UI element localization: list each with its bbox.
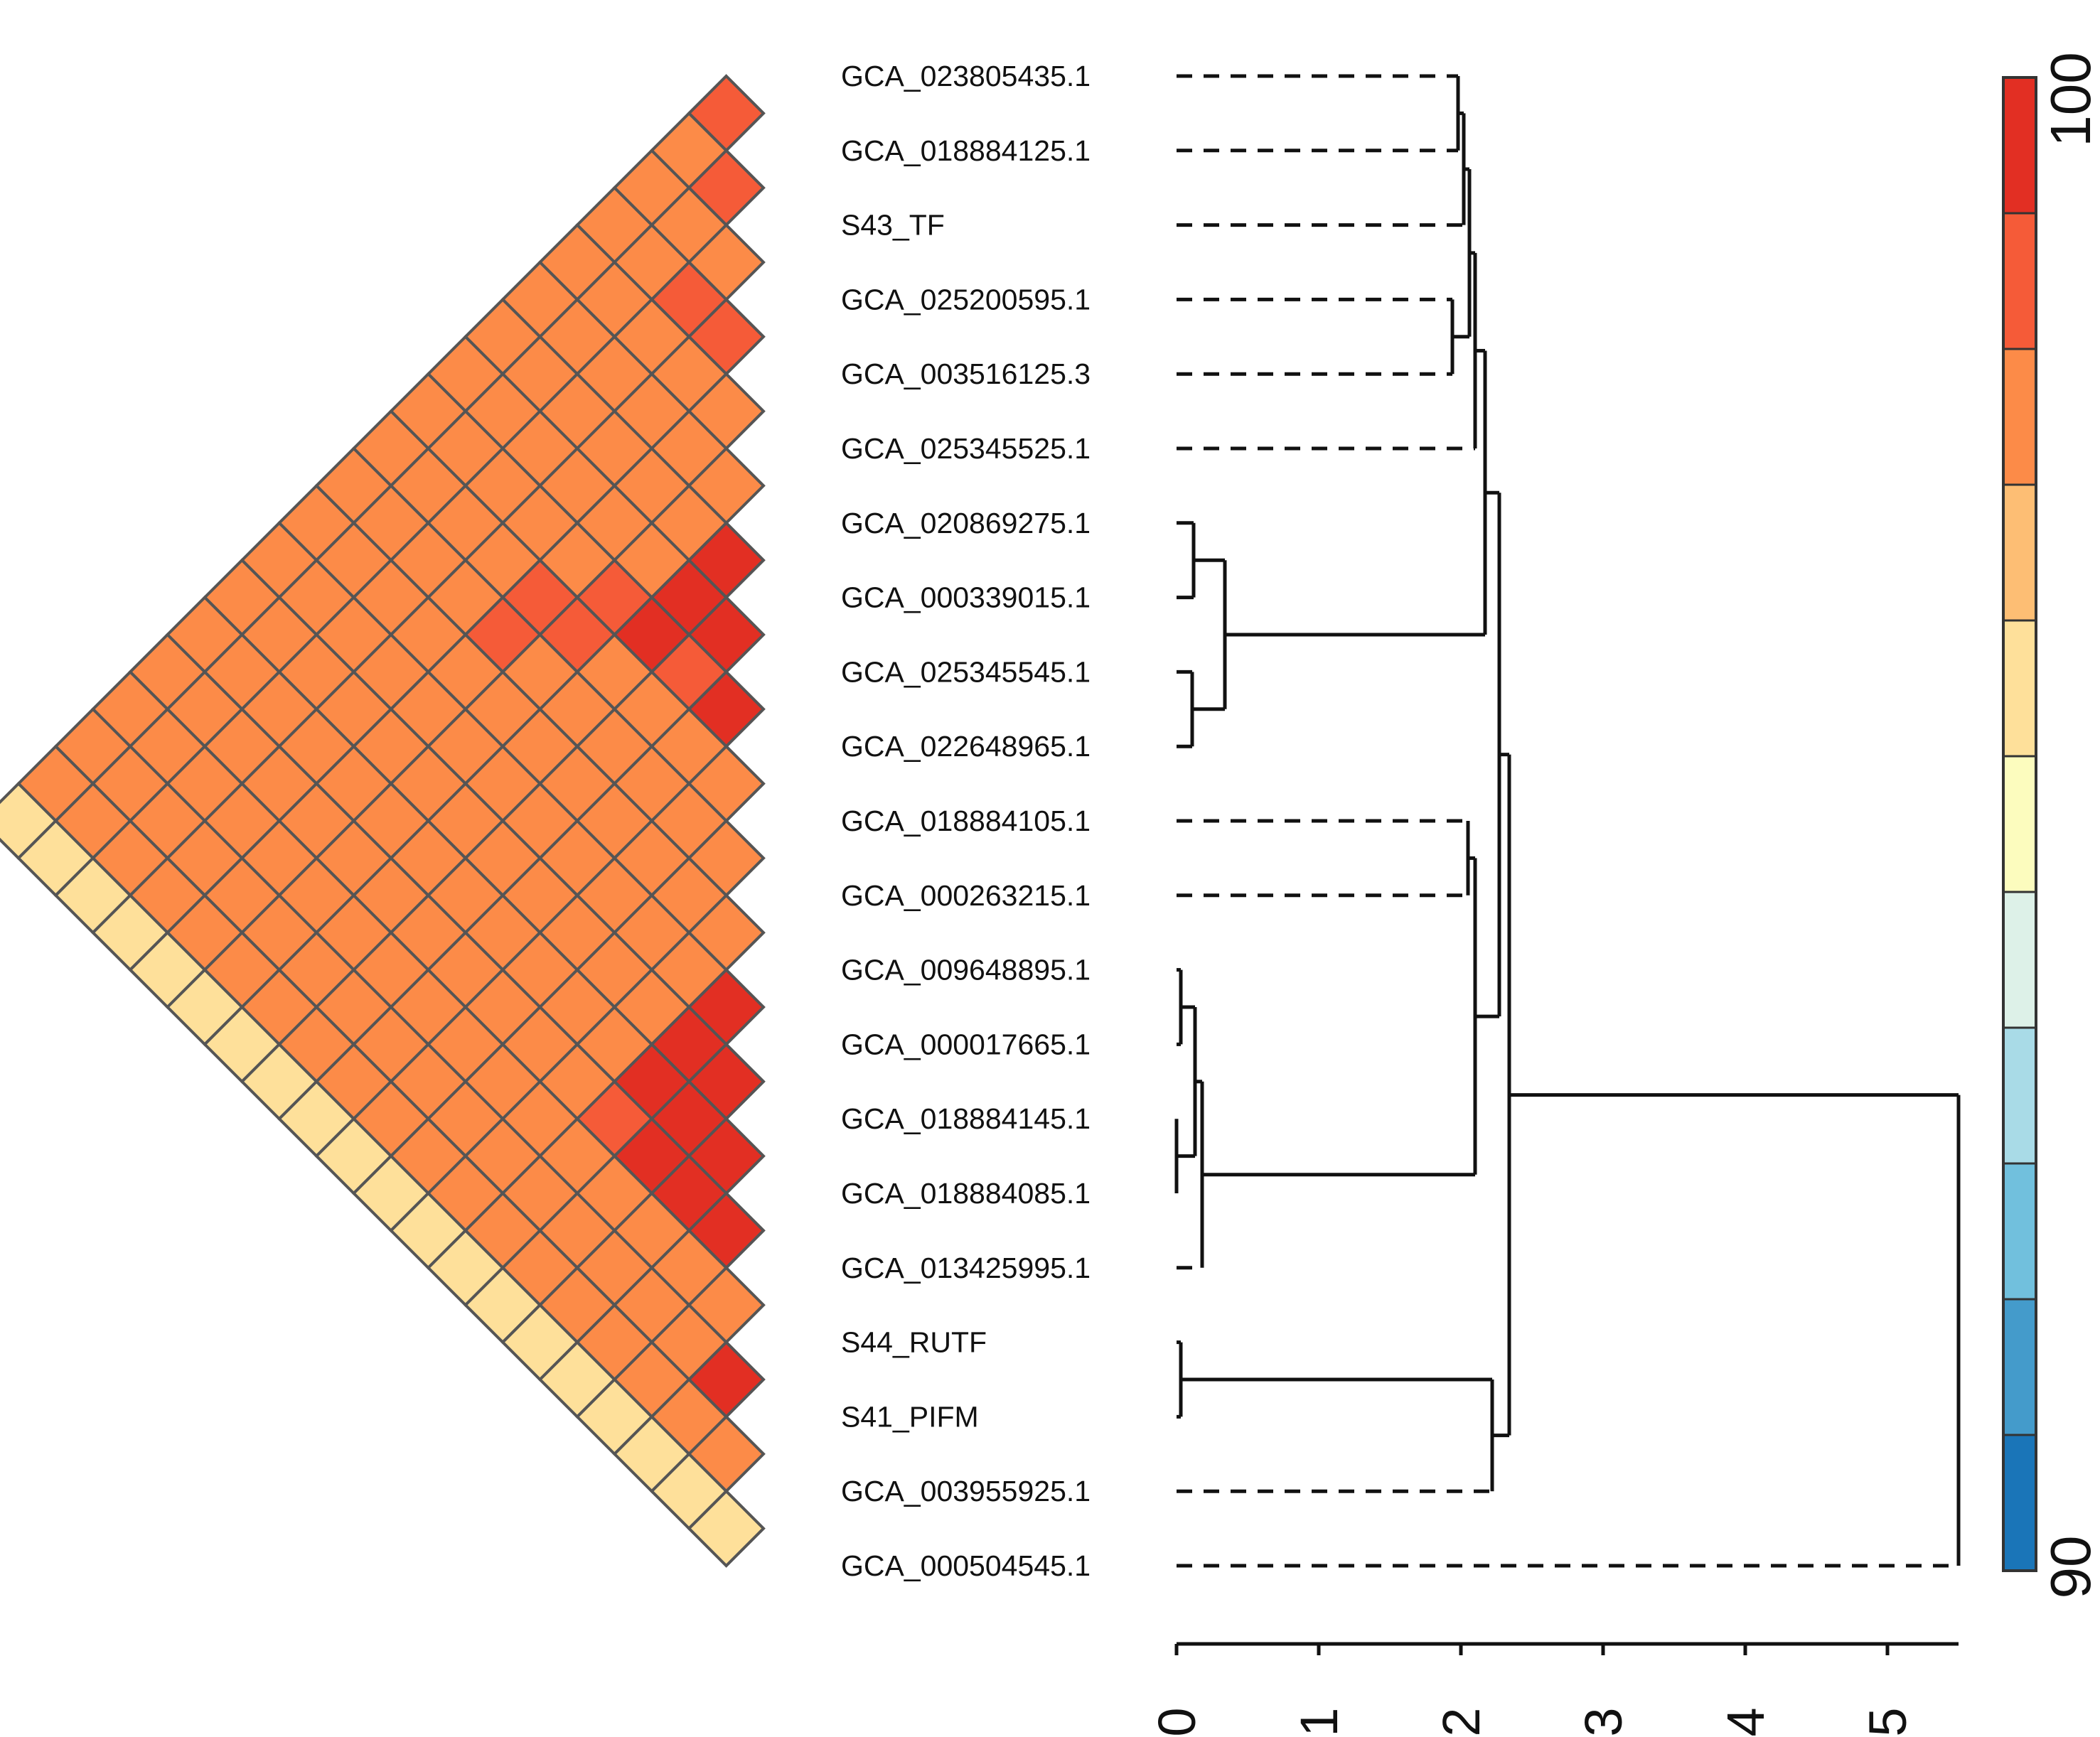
- genome-label: GCA_018884145.1: [841, 1102, 1091, 1135]
- genome-label: GCA_020869275.1: [841, 507, 1091, 539]
- colorbar-segment: [2002, 1026, 2037, 1165]
- colorbar-segment: [2002, 1162, 2037, 1301]
- heatmap: [0, 74, 766, 1568]
- colorbar-max-label: 100: [2039, 52, 2100, 146]
- genome-label: GCA_000263215.1: [841, 879, 1091, 912]
- genome-labels: GCA_023805435.1 GCA_018884125.1 S43_TF GCA_…: [841, 60, 1091, 1582]
- genome-label: GCA_000339015.1: [841, 581, 1091, 614]
- genome-label: GCA_025345545.1: [841, 655, 1091, 688]
- colorbar-min-label: 90: [2039, 1536, 2100, 1599]
- genome-label: GCA_018884085.1: [841, 1177, 1091, 1210]
- genome-label: GCA_003955925.1: [841, 1475, 1091, 1507]
- x-axis-tick-label: 4: [1716, 1707, 1775, 1736]
- x-axis-tick-label: 1: [1290, 1707, 1349, 1736]
- genome-label: GCA_018884105.1: [841, 805, 1091, 837]
- colorbar-segment: [2002, 755, 2037, 893]
- colorbar-segment: [2002, 212, 2037, 350]
- dendrogram: [1174, 74, 1961, 1568]
- colorbar-frame: [2002, 76, 2037, 1572]
- genome-label: S44_RUTF: [841, 1326, 987, 1359]
- x-axis-tick-label: 5: [1858, 1707, 1917, 1736]
- genome-label: GCA_018884125.1: [841, 134, 1091, 167]
- colorbar-segment: [2002, 1434, 2037, 1572]
- colorbar-segment: [2002, 76, 2037, 215]
- genome-label: S41_PIFM: [841, 1400, 979, 1433]
- genome-label: S43_TF: [841, 209, 945, 242]
- genome-label: GCA_025345525.1: [841, 432, 1091, 465]
- colorbar-segment: [2002, 348, 2037, 486]
- colorbar-segment: [2002, 1298, 2037, 1436]
- dendrogram-x-axis: 0 1 2 3 4 5: [1147, 1642, 1959, 1737]
- genome-label: GCA_000504545.1: [841, 1549, 1091, 1582]
- colorbar-segment: [2002, 619, 2037, 758]
- genome-label: GCA_003516125.3: [841, 357, 1091, 390]
- genome-label: GCA_022648965.1: [841, 730, 1091, 763]
- genome-label: GCA_025200595.1: [841, 283, 1091, 316]
- x-axis-tick-label: 2: [1432, 1707, 1491, 1736]
- genome-label: GCA_009648895.1: [841, 954, 1091, 986]
- genome-label: GCA_000017665.1: [841, 1028, 1091, 1060]
- x-axis-tick-label: 3: [1574, 1707, 1633, 1736]
- x-axis-tick-label: 0: [1147, 1707, 1206, 1736]
- colorbar-segment: [2002, 483, 2037, 622]
- colorbar-segment: [2002, 891, 2037, 1029]
- genome-label: GCA_023805435.1: [841, 60, 1091, 92]
- color-scale-bar: 100 90: [2002, 52, 2100, 1599]
- genome-label: GCA_013425995.1: [841, 1252, 1091, 1284]
- heatmap-cell-GCA_003955925.1-GCA_000504545.1: [687, 1489, 766, 1568]
